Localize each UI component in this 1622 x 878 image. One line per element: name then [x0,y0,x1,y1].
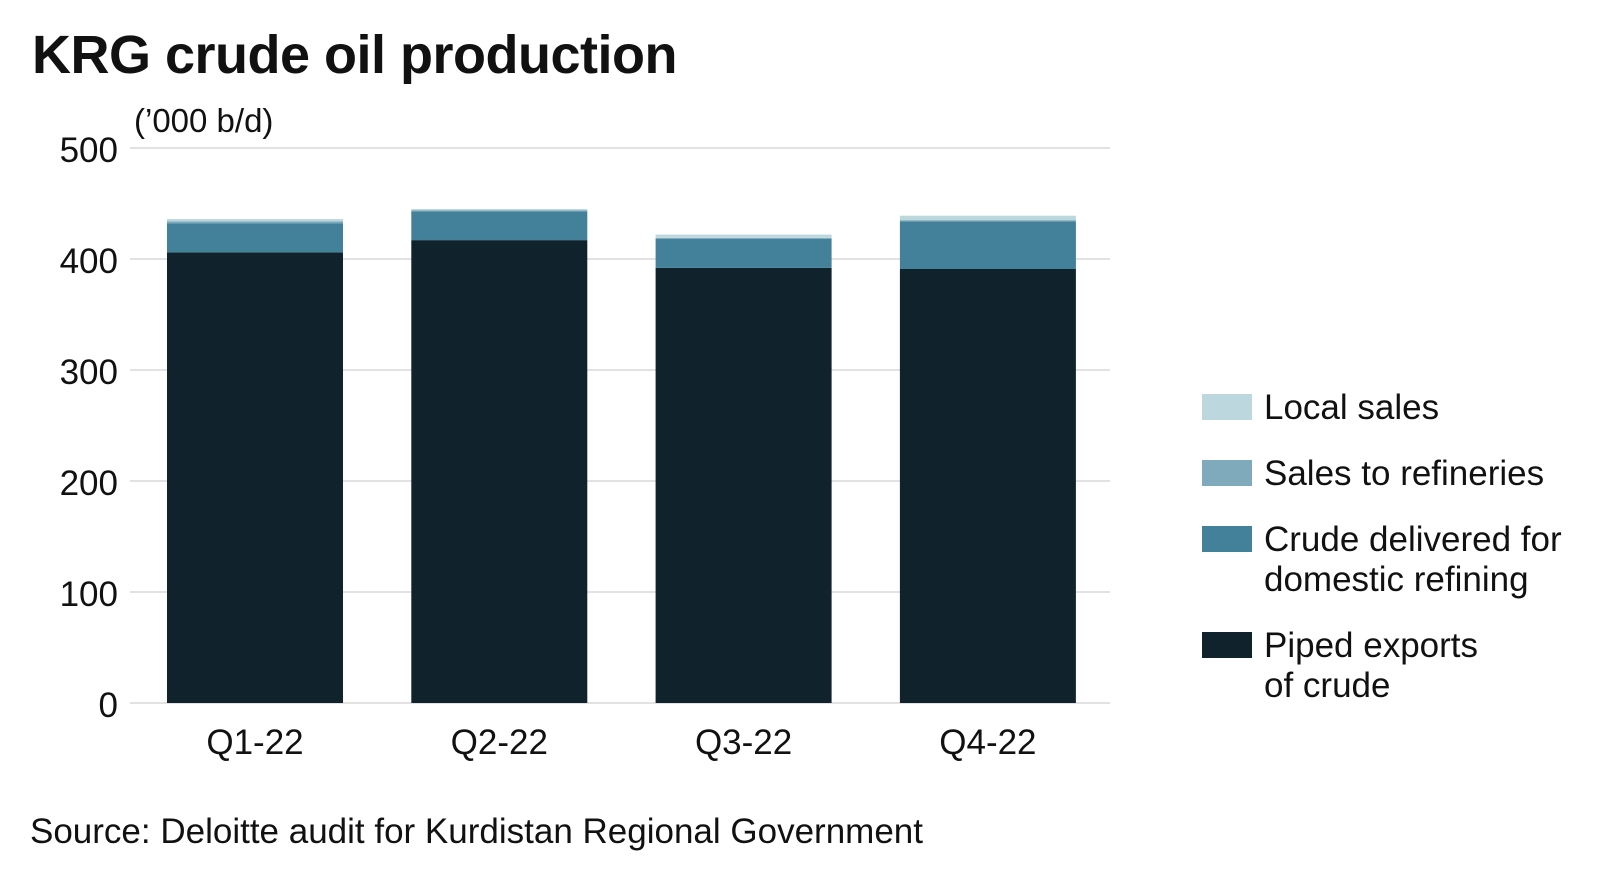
legend-label-line: Piped exports [1264,626,1479,665]
legend-swatch [1202,632,1252,658]
legend-swatch [1202,526,1252,552]
legend-swatch [1202,394,1252,420]
bar-segment [167,252,343,703]
x-tick-label: Q3-22 [695,723,792,762]
bar-segment [655,267,832,703]
legend-label: Local sales [1264,388,1604,428]
bar-segment [167,221,343,224]
legend-label: Piped exports of crude [1264,626,1604,706]
y-axis-unit-label: (’000 b/d) [134,102,274,139]
source-note: Source: Deloitte audit for Kurdistan Reg… [30,812,923,851]
x-axis-ticks: Q1-22 Q2-22 Q3-22 Q4-22 [206,723,1036,762]
legend-label-line: Local sales [1264,388,1440,427]
y-tick-label: 200 [60,464,118,503]
legend-label-line: of crude [1264,666,1391,705]
bar-segment [899,220,1076,222]
bar-segment [411,209,588,211]
legend-item-piped-exports: Piped exports of crude [1202,626,1604,706]
bar-segment [655,234,832,238]
x-tick-label: Q1-22 [206,723,303,762]
bar-segment [899,215,1076,221]
legend-swatch [1202,460,1252,486]
y-tick-label: 500 [60,131,118,170]
y-tick-label: 400 [60,242,118,281]
legend-item-local-sales: Local sales [1202,388,1604,428]
legend-label-line: Sales to refineries [1264,454,1545,493]
bar-segment [411,210,588,212]
bar-segment [655,239,832,268]
y-tick-label: 0 [99,686,118,725]
y-axis-ticks: 0 100 200 300 400 500 [60,131,118,725]
bar-segment [167,223,343,253]
legend-item-sales-to-refineries: Sales to refineries [1202,454,1604,494]
x-tick-label: Q4-22 [939,723,1036,762]
bar-segment [655,237,832,240]
bar-segment [899,268,1076,703]
bar-segment [899,221,1076,269]
bar-segment [411,211,588,241]
y-tick-label: 100 [60,575,118,614]
legend-label: Crude delivered for domestic refining [1264,520,1604,600]
legend-item-crude-domestic-refining: Crude delivered for domestic refining [1202,520,1604,600]
y-tick-label: 300 [60,353,118,392]
x-tick-label: Q2-22 [451,723,548,762]
chart-title: KRG crude oil production [32,25,678,85]
bar-segment [167,219,343,222]
legend-label-line: domestic refining [1264,560,1529,599]
legend-label: Sales to refineries [1264,454,1604,494]
bar-segment [411,240,588,703]
legend-label-line: Crude delivered for [1264,520,1562,559]
bars [167,209,1076,703]
